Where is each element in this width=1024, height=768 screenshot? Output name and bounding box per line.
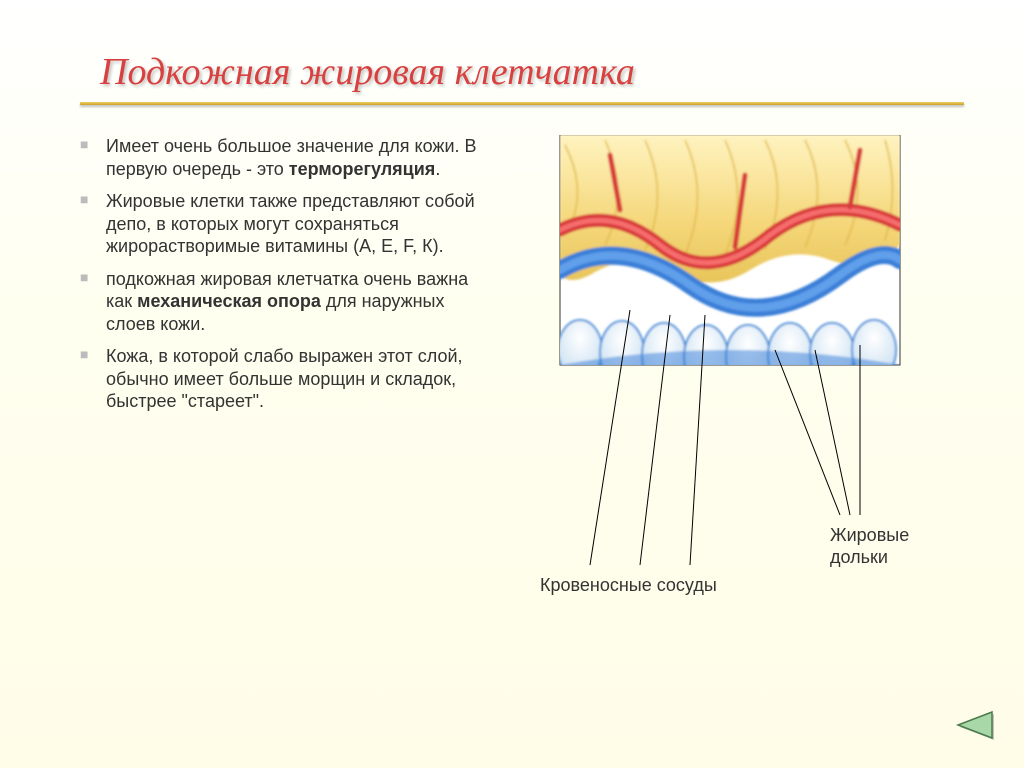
content-row: Имеет очень большое значение для кожи. В…	[60, 135, 984, 655]
bullet-bold: терморегуляция	[289, 159, 436, 179]
bullet-list: Имеет очень большое значение для кожи. В…	[80, 135, 490, 413]
slide-title: Подкожная жировая клетчатка	[100, 50, 984, 94]
caption-blood-vessels: Кровеносные сосуды	[540, 575, 717, 596]
bullet-text: .	[435, 159, 440, 179]
slide: Подкожная жировая клетчатка Имеет очень …	[0, 0, 1024, 768]
bullet-item: подкожная жировая клетчатка очень важна …	[80, 268, 490, 336]
caption-fat-lobules: Жировые дольки	[830, 525, 909, 568]
title-underline	[80, 102, 964, 105]
prev-slide-button[interactable]	[954, 710, 996, 744]
figure-wrap: Кровеносные сосуды Жировые дольки	[550, 135, 920, 655]
figure-column: Кровеносные сосуды Жировые дольки	[520, 135, 970, 655]
caption-line: дольки	[830, 547, 888, 567]
bullet-text: Жировые клетки также представляют собой …	[106, 191, 475, 256]
bullet-bold: механическая опора	[137, 291, 321, 311]
text-column: Имеет очень большое значение для кожи. В…	[60, 135, 490, 655]
back-arrow-icon	[958, 712, 992, 738]
bullet-item: Жировые клетки также представляют собой …	[80, 190, 490, 258]
bullet-text: Кожа, в которой слабо выражен этот слой,…	[106, 346, 463, 411]
caption-line: Жировые	[830, 525, 909, 545]
bullet-item: Кожа, в которой слабо выражен этот слой,…	[80, 345, 490, 413]
callout-lines-lobules	[775, 345, 860, 515]
bullet-item: Имеет очень большое значение для кожи. В…	[80, 135, 490, 180]
